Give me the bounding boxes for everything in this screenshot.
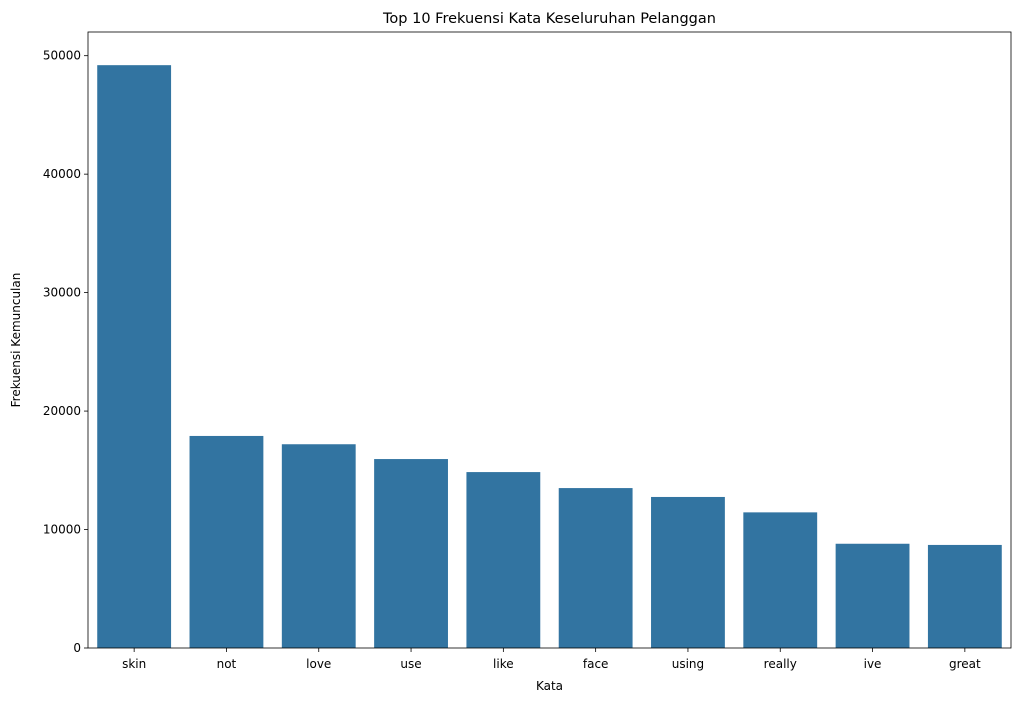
- x-tick-label: great: [949, 657, 981, 671]
- y-tick-label: 10000: [43, 523, 81, 537]
- x-tick-label: ive: [864, 657, 882, 671]
- bar-using: [651, 496, 725, 648]
- y-tick-label: 0: [73, 641, 81, 655]
- y-tick-label: 50000: [43, 49, 81, 63]
- y-tick-label: 20000: [43, 404, 81, 418]
- bar-skin: [97, 65, 172, 648]
- y-axis-ticks: 0 10000 20000 30000 40000 50000: [43, 49, 88, 655]
- bar-face: [558, 488, 633, 648]
- x-tick-label: use: [400, 657, 421, 671]
- x-tick-label: really: [764, 657, 797, 671]
- bar-ive: [835, 543, 910, 648]
- bar-not: [189, 435, 264, 648]
- x-tick-label: love: [306, 657, 331, 671]
- x-tick-label: not: [217, 657, 237, 671]
- bar-great: [927, 544, 1002, 648]
- bars-group: [97, 65, 1002, 648]
- y-tick-label: 30000: [43, 286, 81, 300]
- x-axis-ticks: skin not love use like face using really ive grea…: [122, 648, 981, 671]
- x-tick-label: skin: [122, 657, 146, 671]
- x-axis-label: Kata: [536, 679, 563, 693]
- y-tick-label: 40000: [43, 167, 81, 181]
- x-tick-label: face: [583, 657, 609, 671]
- x-tick-label: like: [493, 657, 514, 671]
- y-axis-label: Frekuensi Kemunculan: [9, 273, 23, 408]
- x-tick-label: using: [672, 657, 704, 671]
- chart-title: Top 10 Frekuensi Kata Keseluruhan Pelang…: [382, 11, 716, 27]
- bar-love: [281, 444, 356, 648]
- plot-frame: [87, 31, 1012, 649]
- bar-like: [466, 472, 541, 648]
- bar-really: [743, 512, 818, 648]
- bar-use: [374, 459, 448, 648]
